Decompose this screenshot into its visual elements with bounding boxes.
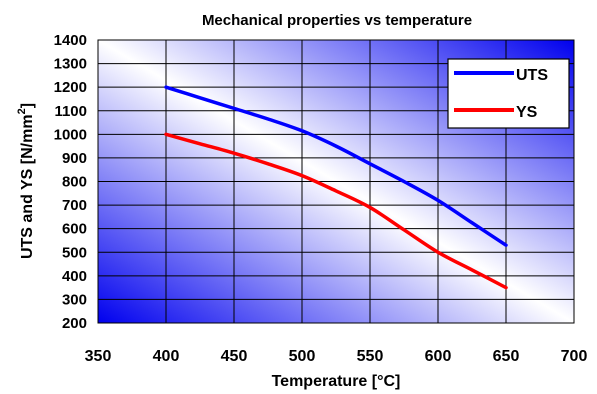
- y-axis-label-close: ]: [19, 103, 36, 108]
- y-tick-label: 1100: [54, 103, 87, 120]
- grid-lines: [98, 40, 574, 323]
- y-axis-label: UTS and YS [N/mm2]: [16, 103, 36, 259]
- y-tick-labels: 200 300 400 500 600 700 800 900 1000 1100 1200 1300…: [54, 32, 87, 332]
- y-tick-label: 1400: [54, 32, 87, 49]
- y-tick-label: 500: [62, 244, 87, 261]
- y-tick-label: 800: [62, 174, 87, 191]
- y-tick-label: 200: [62, 315, 87, 332]
- y-tick-label: 600: [62, 221, 87, 238]
- x-tick-label: 350: [85, 348, 112, 365]
- y-tick-label: 1000: [54, 126, 87, 143]
- series-line-ys: [164, 132, 508, 290]
- series-layer: [164, 85, 508, 290]
- y-axis-label-superscript: 2: [16, 108, 28, 114]
- y-tick-label: 900: [62, 150, 87, 167]
- series-line-uts: [164, 85, 508, 247]
- y-axis-label-main: UTS and YS [N/mm: [19, 114, 36, 259]
- x-tick-label: 600: [425, 348, 452, 365]
- chart-title: Mechanical properties vs temperature: [202, 12, 472, 29]
- legend-box: [447, 58, 570, 129]
- legend-label-ys: YS: [516, 104, 538, 121]
- x-tick-label: 650: [493, 348, 520, 365]
- x-axis-label: Temperature [°C]: [272, 373, 401, 390]
- x-tick-label: 700: [561, 348, 588, 365]
- x-tick-label: 500: [289, 348, 316, 365]
- x-tick-label: 450: [221, 348, 248, 365]
- y-tick-label: 400: [62, 268, 87, 285]
- legend: UTS YS: [447, 58, 570, 129]
- x-tick-label: 400: [153, 348, 180, 365]
- y-tick-label: 1300: [54, 56, 87, 73]
- legend-label-uts: UTS: [516, 67, 548, 84]
- y-tick-label: 700: [62, 197, 87, 214]
- x-tick-labels: 350 400 450 500 550 600 650 700: [85, 348, 588, 365]
- y-tick-label: 300: [62, 291, 87, 308]
- y-tick-label: 1200: [54, 79, 87, 96]
- x-tick-label: 550: [357, 348, 384, 365]
